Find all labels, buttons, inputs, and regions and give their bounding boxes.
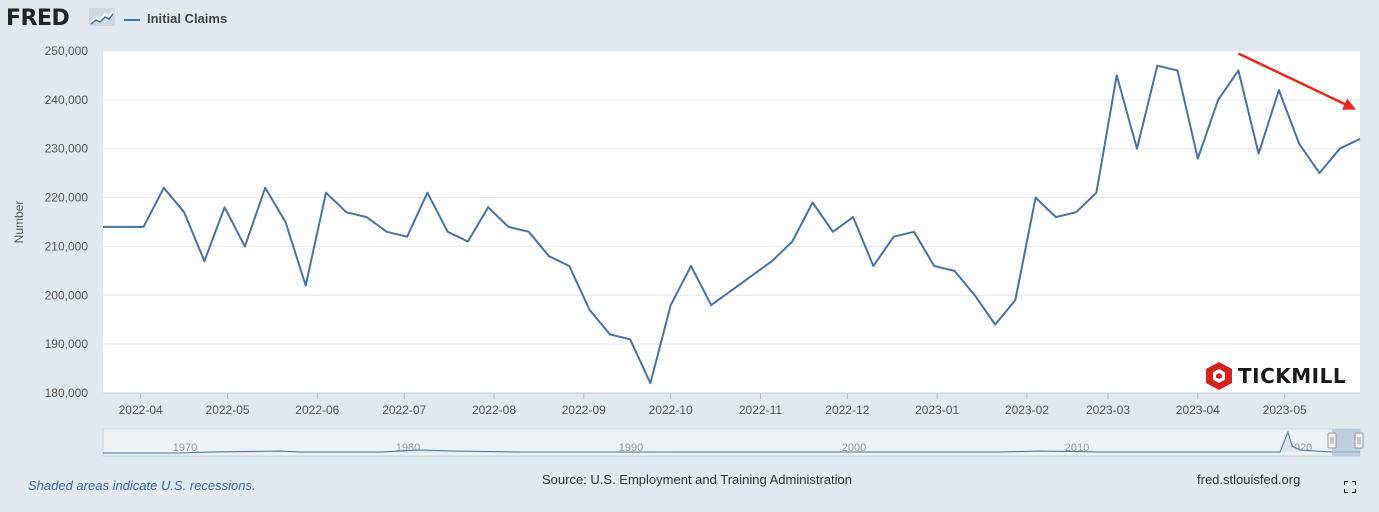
tickmill-logo-icon <box>1206 362 1232 390</box>
tickmill-text: TICKMILL <box>1238 364 1347 388</box>
y-axis-label: Number <box>12 201 26 244</box>
navigator-year-label: 1990 <box>619 442 643 454</box>
arrow-shaft <box>1237 52 1349 107</box>
x-tick-label: 2023-04 <box>1176 403 1220 417</box>
plot-area <box>103 51 1360 393</box>
legend-swatch <box>124 18 140 21</box>
fullscreen-icon[interactable] <box>1344 481 1356 493</box>
x-tick-label: 2022-04 <box>119 403 163 417</box>
navigator-year-label: 2010 <box>1065 442 1089 454</box>
source-text: Source: U.S. Employment and Training Adm… <box>542 472 852 487</box>
recession-note: Shaded areas indicate U.S. recessions. <box>28 478 256 493</box>
navigator-year-label: 1970 <box>173 442 197 454</box>
arrow-head <box>1342 98 1356 110</box>
y-tick-label: 210,000 <box>45 239 89 253</box>
x-tick-label: 2023-03 <box>1086 403 1130 417</box>
y-axis-ticks: 180,000 190,000 200,000 210,000 220,000 230,0… <box>45 44 89 400</box>
fred-logo[interactable]: FRED <box>6 6 70 31</box>
site-link[interactable]: fred.stlouisfed.org <box>1197 472 1301 487</box>
x-tick-label: 2023-02 <box>1005 403 1049 417</box>
gridlines <box>103 50 1360 394</box>
x-tick-label: 2022-08 <box>472 403 516 417</box>
y-tick-label: 200,000 <box>45 288 89 302</box>
tickmill-watermark: TICKMILL <box>1205 361 1346 391</box>
navigator-handle-left[interactable] <box>1327 432 1337 449</box>
y-tick-label: 180,000 <box>45 386 89 400</box>
y-tick-label: 230,000 <box>45 142 89 156</box>
x-axis-ticks: 2022-04 2022-05 2022-06 2022-07 2022-08 2022-… <box>103 392 1360 417</box>
logo-graph-icon <box>89 8 115 26</box>
x-tick-label: 2022-10 <box>649 403 693 417</box>
navigator-year-label: 2000 <box>842 442 866 454</box>
x-tick-label: 2022-07 <box>382 403 426 417</box>
y-tick-label: 190,000 <box>45 337 89 351</box>
legend[interactable]: Initial Claims <box>124 11 227 26</box>
x-tick-label: 2022-09 <box>562 403 606 417</box>
x-tick-label: 2022-12 <box>825 403 869 417</box>
navigator-labels: 1970 1980 1990 2000 2010 2020 <box>173 442 1312 454</box>
x-tick-label: 2023-05 <box>1263 403 1307 417</box>
y-tick-label: 220,000 <box>45 191 89 205</box>
y-tick-label: 240,000 <box>45 93 89 107</box>
x-tick-label: 2022-06 <box>295 403 339 417</box>
x-tick-label: 2022-05 <box>206 403 250 417</box>
x-tick-label: 2022-11 <box>739 403 782 417</box>
legend-label: Initial Claims <box>147 11 228 26</box>
navigator-series <box>103 430 1360 454</box>
trend-arrow <box>1237 52 1356 110</box>
y-tick-label: 250,000 <box>45 44 89 58</box>
x-tick-label: 2023-01 <box>915 403 959 417</box>
navigator-handle-right[interactable] <box>1354 432 1364 449</box>
series-line-initial-claims[interactable] <box>103 64 1361 385</box>
